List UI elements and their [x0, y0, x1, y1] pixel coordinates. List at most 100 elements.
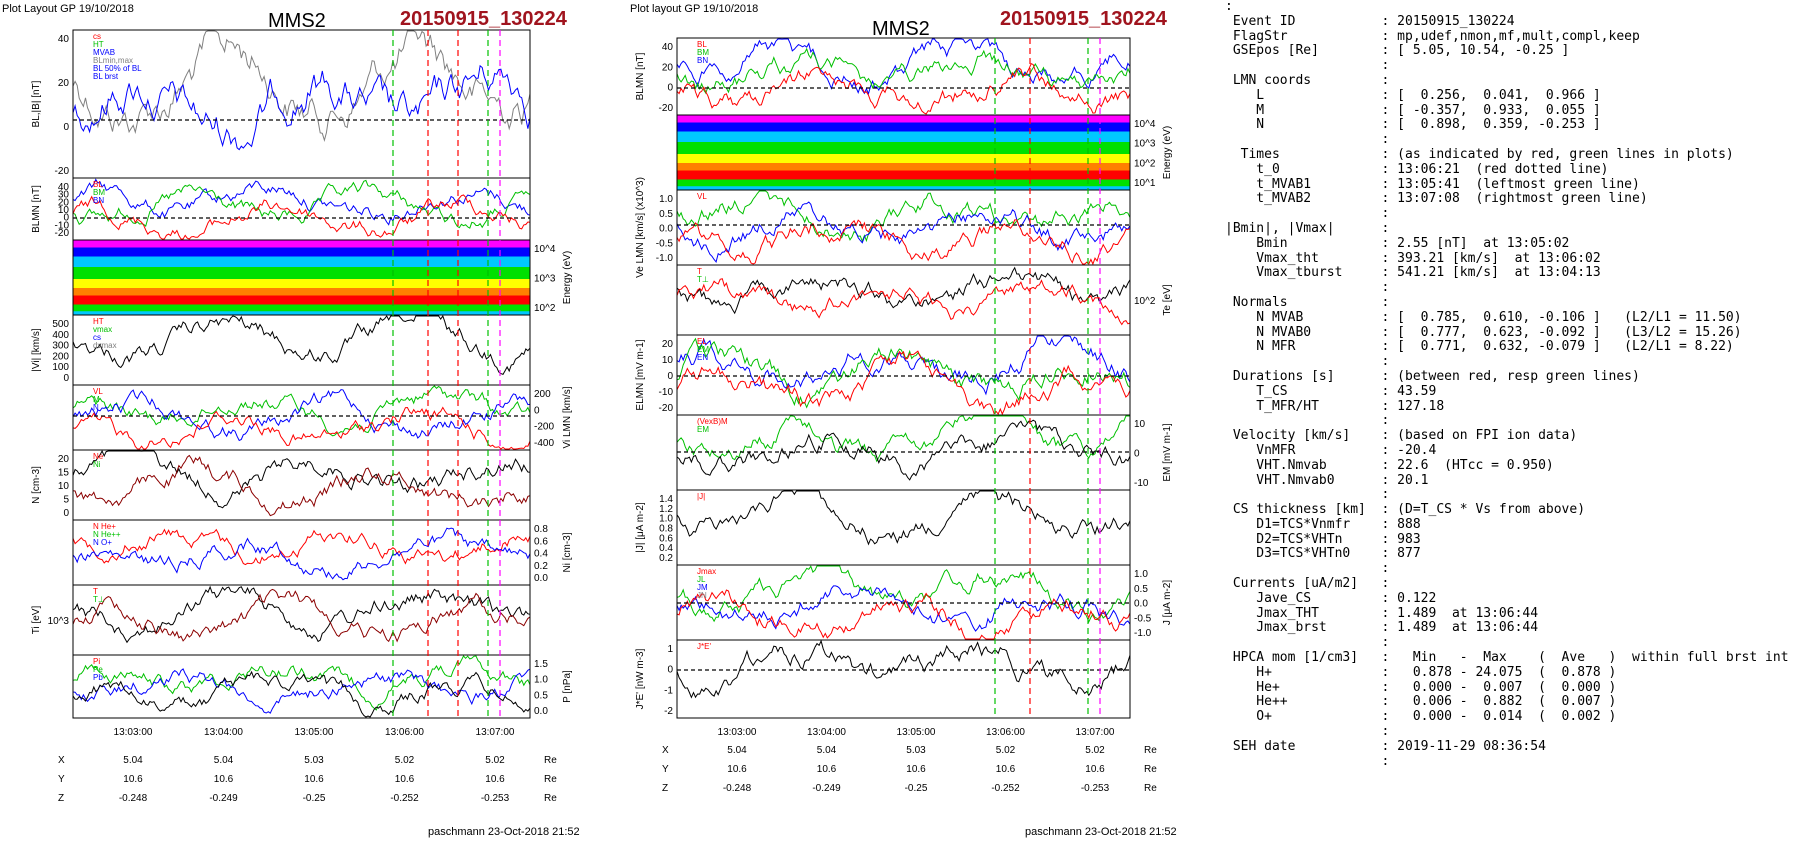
series-trace-1 — [676, 639, 1131, 699]
ephemeris-value: 10.6 — [214, 774, 234, 785]
ephemeris-value: 5.03 — [906, 745, 926, 756]
summary-line: N MFR : [ 0.771, 0.632, -0.079 ] (L2/L1 … — [1225, 339, 1734, 355]
ephemeris-value: -0.253 — [481, 793, 510, 804]
ephemeris-value: 5.03 — [304, 755, 324, 766]
mid-footer: paschmann 23-Oct-2018 21:52 — [1025, 826, 1177, 838]
legend-entry: BL 50% of BL — [93, 64, 142, 73]
summary-line: : — [1225, 58, 1390, 74]
legend-entry: T⊥ — [93, 595, 105, 604]
summary-line: LMN coords : — [1225, 72, 1390, 88]
mid-spacecraft-title: MMS2 — [872, 18, 930, 40]
y-tick-label: 500 — [52, 319, 69, 330]
ephemeris-value: 10.6 — [485, 774, 505, 785]
y-axis-label: Te [eV] — [1162, 284, 1173, 315]
ephemeris-value: -0.253 — [1081, 783, 1110, 794]
y-tick-label: 10 — [58, 481, 70, 492]
panel-3: 10^4 10^3 10^2 Energy (eV) — [72, 239, 573, 316]
summary-line: Times : (as indicated by red, green line… — [1225, 146, 1734, 162]
series-trace-3 — [72, 670, 531, 718]
ephemeris-value: 5.02 — [996, 745, 1016, 756]
y-tick-label: 10 — [662, 355, 674, 366]
series-trace-2 — [72, 588, 531, 643]
panel-frame — [676, 189, 1131, 266]
summary-line: : — [1225, 487, 1390, 503]
panel-frame — [72, 519, 531, 586]
series-trace-2 — [72, 179, 531, 229]
y-axis-label: BLMN [nT] — [635, 52, 646, 100]
ephemeris-value: 10.6 — [304, 774, 324, 785]
summary-line: N MVAB : [ 0.785, 0.610, -0.106 ] (L2/L1… — [1225, 309, 1742, 325]
y-tick-label: 10 — [1134, 419, 1146, 430]
y-axis-label: |Vi| [km/s] — [31, 328, 42, 372]
panel-3: 1.0 0.5 0.0 -0.5 -1.0 Ve LMN [km/s] (x10^3) VL — [635, 177, 1131, 278]
y-tick-label: 10^2 — [1134, 158, 1156, 169]
y-axis-label: ELMN [mV m-1] — [635, 339, 646, 410]
x-tick-label: 13:04:00 — [807, 727, 846, 738]
y-tick-label: 0 — [63, 122, 69, 133]
legend-entry: BL — [697, 40, 707, 49]
y-tick-label: 0.8 — [534, 524, 548, 535]
legend-entry: VL — [93, 387, 103, 396]
x-tick-label: 13:04:00 — [204, 727, 243, 738]
y-axis-label: Ti [eV] — [31, 606, 42, 635]
y-axis-label: J [μA m-2] — [1162, 580, 1173, 625]
y-tick-label: 0 — [534, 405, 540, 416]
legend-entry: dvmax — [93, 341, 117, 350]
y-tick-label: -0.5 — [1134, 613, 1152, 624]
y-tick-label: 10^4 — [1134, 119, 1156, 130]
y-tick-label: 0.0 — [1134, 599, 1148, 610]
ephemeris-value: 10.6 — [395, 774, 415, 785]
y-axis-label: P [nPa] — [562, 670, 573, 703]
legend-entry: MVAB — [93, 48, 115, 57]
series-trace-3 — [72, 194, 531, 240]
y-tick-label: -1.0 — [1134, 628, 1152, 639]
series-trace-1 — [676, 415, 1130, 463]
series-trace-2 — [72, 527, 531, 581]
summary-line: : — [1225, 206, 1390, 222]
y-tick-label: -20 — [55, 228, 70, 239]
y-tick-label: -200 — [534, 422, 554, 433]
mid-layout-label: Plot layout GP 19/10/2018 — [630, 3, 759, 15]
ephemeris-value: -0.25 — [303, 793, 326, 804]
series-trace-1 — [72, 655, 531, 711]
summary-line: SEH date : 2019-11-29 08:36:54 — [1225, 738, 1546, 754]
summary-line: HPCA mom [1/cm3] : Min - Max ( Ave ) wit… — [1225, 650, 1789, 666]
ephemeris-value: 10.6 — [996, 764, 1016, 775]
y-tick-label: -1.0 — [656, 253, 674, 264]
ephemeris-label: X — [58, 755, 65, 766]
y-tick-label: 0 — [63, 213, 69, 224]
y-tick-label: 0.5 — [659, 209, 673, 220]
series-trace-1 — [676, 38, 1131, 96]
y-axis-label: BLMN [nT] — [31, 185, 42, 233]
panel-frame — [72, 654, 531, 719]
y-tick-label: 0 — [667, 371, 673, 382]
series-trace-2 — [676, 47, 1131, 95]
summary-line: VnMFR : -20.4 — [1225, 442, 1437, 458]
ephemeris-value: 10.6 — [906, 764, 926, 775]
series-trace-1 — [676, 266, 1131, 315]
summary-line: VHT.Nmvab : 22.6 (HTcc = 0.950) — [1225, 457, 1554, 473]
y-axis-label: N [cm-3] — [31, 466, 42, 504]
ephemeris-label: Y — [58, 774, 65, 785]
summary-line: : — [1225, 635, 1390, 651]
series-trace-2 — [676, 585, 1131, 632]
x-tick-label: 13:06:00 — [986, 727, 1025, 738]
y-tick-label: 0.4 — [659, 543, 673, 554]
y-tick-label: 0 — [63, 373, 69, 384]
legend-entry: Ne — [93, 452, 104, 461]
y-axis-label: |J| [μA m-2] — [635, 502, 646, 553]
y-tick-label: 10^3 — [48, 616, 70, 627]
summary-line: H+ : 0.878 - 24.075 ( 0.878 ) — [1225, 664, 1617, 680]
ephemeris-label: X — [662, 745, 669, 756]
summary-line: : — [1225, 280, 1390, 296]
summary-line: : — [1225, 413, 1390, 429]
legend-entry: BL brst — [93, 72, 119, 81]
y-tick-label: 0.2 — [534, 561, 548, 572]
summary-line: : — [1225, 0, 1233, 14]
